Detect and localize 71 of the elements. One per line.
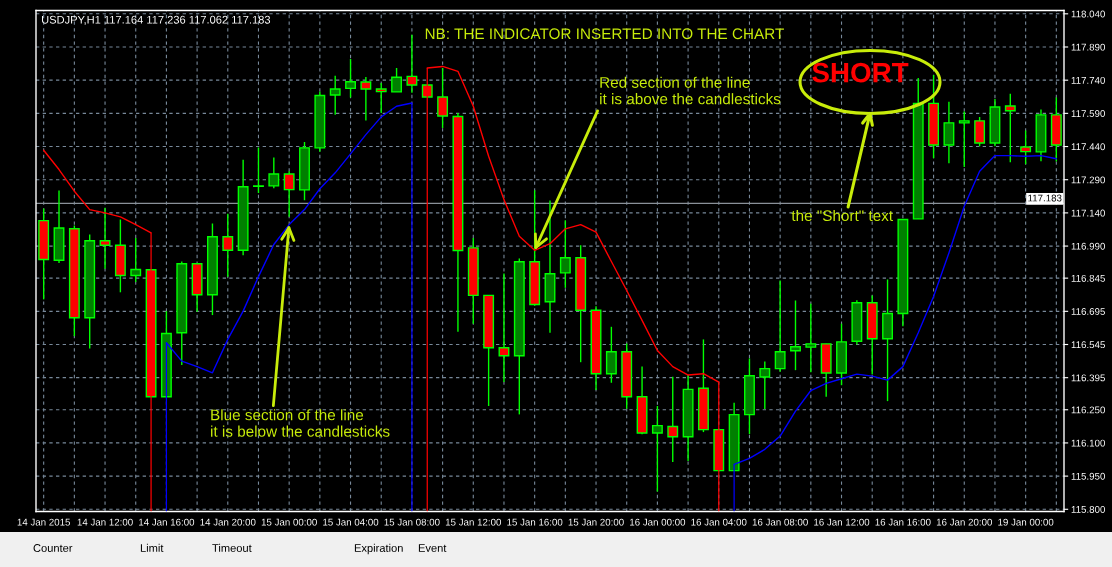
y-tick-label: 116.395 — [1071, 374, 1105, 382]
candlestick — [774, 279, 786, 373]
ref-line-label: 117.183 — [1028, 194, 1062, 202]
candlestick — [974, 116, 986, 148]
x-tick-label: 16 Jan 16:00 — [875, 518, 931, 526]
y-tick-label: 117.890 — [1071, 43, 1105, 51]
annotation: Red section of the line it is above the candlesticks — [600, 76, 781, 105]
candlestick — [268, 156, 280, 190]
text: Limit — [140, 543, 164, 552]
candlestick — [130, 237, 142, 283]
annotation: the "Short" text — [791, 209, 893, 222]
candlestick — [253, 146, 264, 194]
x-tick-label: 15 Jan 00:00 — [261, 518, 317, 526]
x-tick-label: 15 Jan 16:00 — [507, 518, 563, 526]
x-tick-label: 16 Jan 20:00 — [936, 518, 992, 526]
candlestick — [667, 376, 679, 463]
y-tick-label: 117.140 — [1071, 209, 1105, 217]
candlestick — [605, 326, 617, 384]
x-tick-label: 15 Jan 20:00 — [568, 518, 624, 526]
x-tick-label: 19 Jan 00:00 — [998, 518, 1054, 526]
candlestick — [759, 360, 771, 410]
candlestick — [345, 58, 356, 99]
y-tick-label: 116.545 — [1071, 341, 1105, 349]
y-tick-label: 117.440 — [1071, 143, 1105, 151]
candlestick — [391, 67, 403, 93]
y-tick-label: 115.800 — [1071, 506, 1105, 513]
x-tick-label: 15 Jan 12:00 — [445, 518, 502, 526]
x-tick-label: 16 Jan 00:00 — [630, 518, 686, 526]
x-tick-label: 15 Jan 08:00 — [384, 518, 440, 526]
y-tick-label: 116.845 — [1071, 274, 1105, 282]
x-tick-label: 14 Jan 16:00 — [139, 518, 195, 526]
annotation: Blue section of the line it is below the candlesticks — [211, 409, 390, 437]
y-tick-label: 117.290 — [1071, 176, 1105, 184]
candlestick — [790, 299, 801, 371]
y-tick-label: 115.950 — [1071, 472, 1105, 480]
candlestick — [958, 110, 970, 168]
y-tick-label: 117.740 — [1071, 76, 1105, 84]
text: Counter — [33, 544, 73, 552]
candlestick — [943, 100, 955, 165]
candlestick — [360, 76, 372, 122]
candlestick — [498, 272, 510, 383]
candlestick — [283, 170, 295, 218]
candlestick — [99, 207, 111, 270]
candlestick — [406, 34, 418, 94]
x-tick-label: 15 Jan 04:00 — [323, 518, 379, 526]
x-tick-label: 14 Jan 2015 — [17, 518, 71, 526]
y-tick-label: 116.250 — [1071, 406, 1105, 414]
candlestick — [222, 213, 234, 278]
candlestick — [375, 82, 387, 114]
x-tick-label: 14 Jan 12:00 — [77, 518, 133, 526]
y-tick-label: 117.590 — [1071, 110, 1105, 117]
candlestick — [1004, 92, 1016, 163]
x-tick-label: 16 Jan 04:00 — [691, 518, 747, 526]
candlestick — [805, 303, 817, 373]
x-tick-label: 14 Jan 20:00 — [200, 518, 256, 526]
candlestick — [1020, 129, 1032, 165]
annotation: SHORT — [812, 62, 909, 83]
candlestick — [651, 405, 663, 493]
text: Event — [418, 544, 447, 552]
candlestick — [559, 219, 571, 289]
text: Timeout — [212, 543, 252, 552]
text: Expiration — [354, 543, 403, 555]
y-tick-label: 118.040 — [1071, 10, 1105, 18]
y-tick-label: 116.100 — [1071, 439, 1105, 447]
candlestick — [329, 75, 341, 116]
annotation: NB: THE INDICATOR INSERTED INTO THE CHART — [425, 28, 784, 40]
y-tick-label: 116.990 — [1071, 242, 1105, 250]
x-tick-label: 16 Jan 12:00 — [814, 518, 870, 526]
y-tick-label: 116.695 — [1071, 308, 1105, 315]
chart-title: USDJPY,H1 117.164 117.236 117.062 117.183 — [42, 15, 271, 25]
x-tick-label: 16 Jan 08:00 — [752, 518, 808, 526]
